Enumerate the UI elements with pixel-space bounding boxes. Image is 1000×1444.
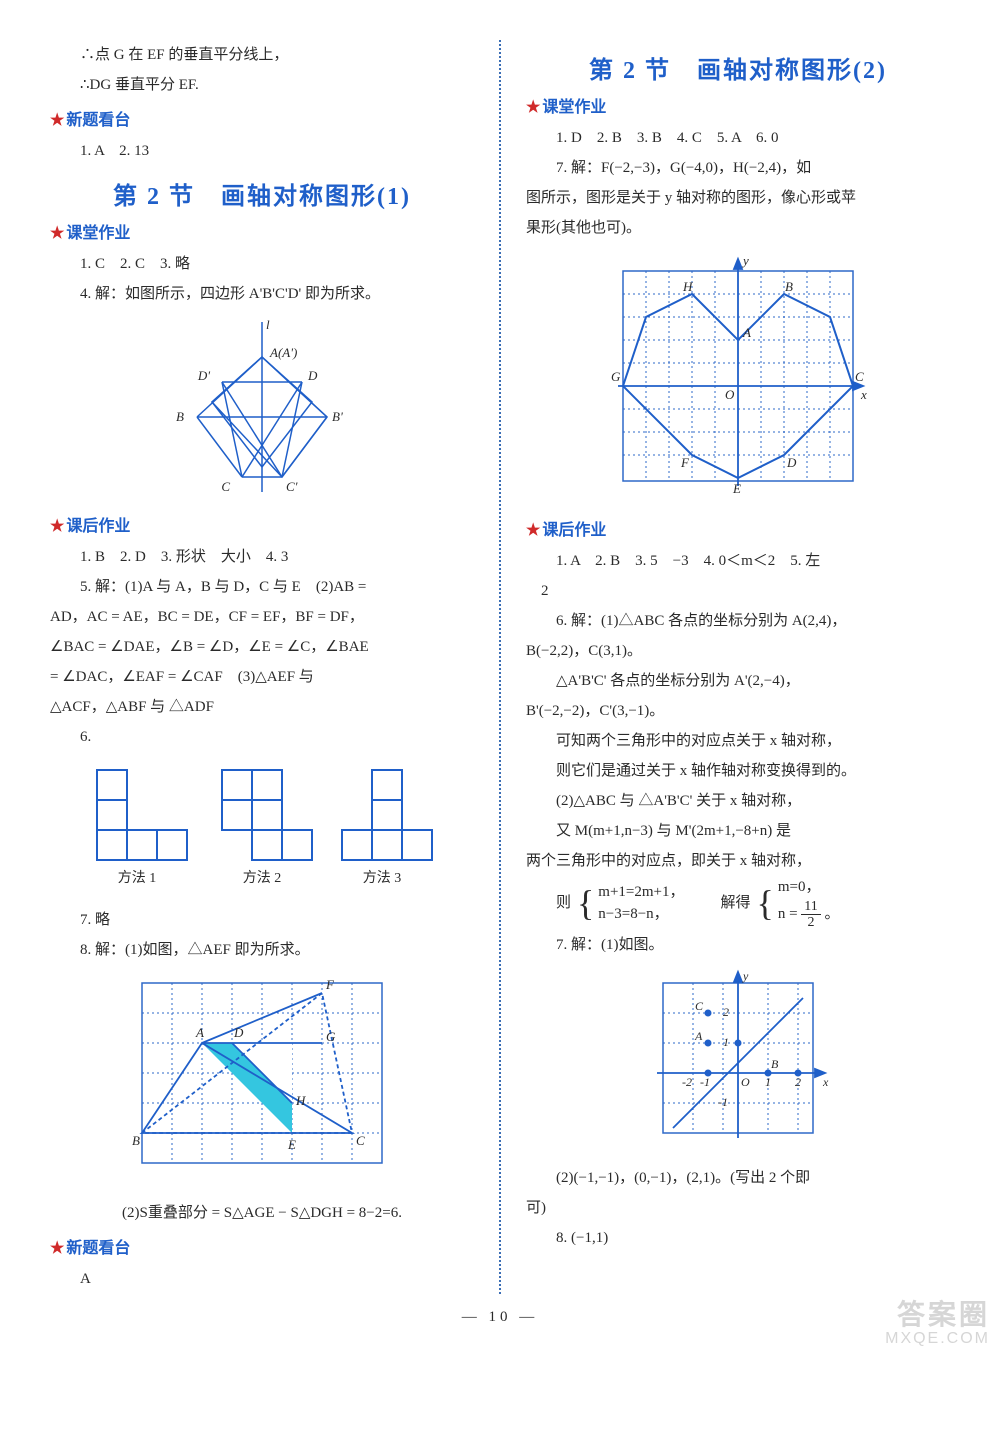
r-kh-6a: 6. 解：(1)△ABC 各点的坐标分别为 A(2,4)， — [526, 606, 950, 636]
figure-methods: 方法 1 方法 2 方法 3 — [50, 760, 474, 895]
svg-text:C: C — [221, 479, 230, 494]
right-column: 第 2 节 画轴对称图形(2) ★课堂作业 1. D 2. B 3. B 4. … — [526, 40, 950, 1294]
svg-text:G: G — [326, 1029, 336, 1044]
svg-text:方法 2: 方法 2 — [243, 870, 282, 886]
figure-rhombus: l A(A') D' D B B' C C' — [50, 317, 474, 502]
kt-ans-1: 1. C 2. C 3. 略 — [50, 249, 474, 279]
svg-text:A(A'): A(A') — [269, 345, 297, 360]
left-column: ∴点 G 在 EF 的垂直平分线上， ∴DG 垂直平分 EF. ★新题看台 1.… — [50, 40, 474, 1294]
svg-text:A: A — [195, 1025, 204, 1040]
svg-text:E: E — [732, 481, 741, 496]
section-title-2: 第 2 节 画轴对称图形(2) — [526, 50, 950, 85]
watermark: 答案圈 MXQE.COM — [885, 1300, 990, 1348]
svg-text:y: y — [742, 969, 749, 983]
kh-6-label: 6. — [50, 722, 474, 752]
r-kt-2b: 图所示，图形是关于 y 轴对称的图形，像心形或苹 — [526, 183, 950, 213]
r-kh-6g: (2)△ABC 与 △A'B'C' 关于 x 轴对称， — [526, 786, 950, 816]
svg-text:x: x — [822, 1075, 829, 1089]
svg-text:-1: -1 — [700, 1075, 710, 1089]
svg-text:A: A — [742, 325, 751, 340]
svg-text:O: O — [725, 387, 735, 402]
r-kt-2c: 果形(其他也可)。 — [526, 213, 950, 243]
r-kh-1: 1. A 2. B 3. 5 −3 4. 0＜m＜2 5. 左 — [526, 546, 950, 576]
svg-text:D: D — [307, 368, 318, 383]
svg-text:A: A — [694, 1029, 703, 1043]
header-ketang-1: ★课堂作业 — [50, 219, 474, 243]
r-kh-6f: 则它们是通过关于 x 轴作轴对称变换得到的。 — [526, 756, 950, 786]
kh-5b: AD，AC = AE，BC = DE，CF = EF，BF = DF， — [50, 602, 474, 632]
svg-text:E: E — [287, 1137, 296, 1152]
kh-8b: (2)S重叠部分 = S△AGE − S△DGH = 8−2=6. — [50, 1198, 474, 1228]
kh-5d: = ∠DAC，∠EAF = ∠CAF (3)△AEF 与 — [50, 662, 474, 692]
header-kehou-1: ★课后作业 — [50, 512, 474, 536]
kt-ans-2: 4. 解：如图所示，四边形 A'B'C'D' 即为所求。 — [50, 279, 474, 309]
svg-text:B: B — [132, 1133, 140, 1148]
header-xtkt-2: ★新题看台 — [50, 1234, 474, 1258]
svg-text:C: C — [356, 1133, 365, 1148]
svg-text:B: B — [771, 1057, 779, 1071]
page-number: — 10 — — [50, 1309, 950, 1326]
svg-text:方法 3: 方法 3 — [363, 870, 402, 886]
svg-text:C: C — [855, 369, 864, 384]
svg-text:C': C' — [286, 479, 298, 494]
svg-text:-2: -2 — [682, 1075, 692, 1089]
column-divider — [499, 40, 501, 1294]
kh-8a: 8. 解：(1)如图，△AEF 即为所求。 — [50, 935, 474, 965]
svg-text:D': D' — [197, 368, 210, 383]
svg-text:B': B' — [332, 409, 343, 424]
header-kehou-2: ★课后作业 — [526, 516, 950, 540]
r-kh-7c: 可) — [526, 1193, 950, 1223]
r-kh-6b: B(−2,2)，C(3,1)。 — [526, 636, 950, 666]
svg-text:x: x — [860, 387, 867, 402]
svg-text:2: 2 — [795, 1075, 801, 1089]
r-kh-7b: (2)(−1,−1)，(0,−1)，(2,1)。(写出 2 个即 — [526, 1163, 950, 1193]
r-kt-2a: 7. 解：F(−2,−3)，G(−4,0)，H(−2,4)，如 — [526, 153, 950, 183]
kh-5c: ∠BAC = ∠DAE，∠B = ∠D，∠E = ∠C，∠BAE — [50, 632, 474, 662]
xtkt-answers-1: 1. A 2. 13 — [50, 136, 474, 166]
kh-5a: 5. 解：(1)A 与 A，B 与 D，C 与 E (2)AB = — [50, 572, 474, 602]
svg-text:H: H — [682, 279, 693, 294]
kh-5e: △ACF，△ABF 与 △ADF — [50, 692, 474, 722]
r-kh-6e: 可知两个三角形中的对应点关于 x 轴对称， — [526, 726, 950, 756]
svg-text:y: y — [741, 253, 749, 268]
kh-1: 1. B 2. D 3. 形状 大小 4. 3 — [50, 542, 474, 572]
r-kh-6c: △A'B'C' 各点的坐标分别为 A'(2,−4)， — [526, 666, 950, 696]
r-kt-1: 1. D 2. B 3. B 4. C 5. A 6. 0 — [526, 123, 950, 153]
r-kh-6d: B'(−2,−2)，C'(3,−1)。 — [526, 696, 950, 726]
svg-text:O: O — [741, 1075, 750, 1089]
svg-text:G: G — [611, 369, 621, 384]
intro-line-1: ∴点 G 在 EF 的垂直平分线上， — [50, 40, 474, 70]
r-kh-6h: 又 M(m+1,n−3) 与 M'(2m+1,−8+n) 是 — [526, 816, 950, 846]
r-kh-8: 8. (−1,1) — [526, 1223, 950, 1253]
svg-text:-1: -1 — [718, 1095, 728, 1109]
svg-text:方法 1: 方法 1 — [118, 870, 157, 886]
svg-text:F: F — [325, 977, 335, 992]
r-kh-6i: 两个三角形中的对应点，即关于 x 轴对称， — [526, 846, 950, 876]
svg-text:1: 1 — [765, 1075, 771, 1089]
section-title-1: 第 2 节 画轴对称图形(1) — [50, 176, 474, 211]
svg-text:l: l — [266, 317, 270, 332]
xtkt2-a: A — [50, 1264, 474, 1294]
header-ketang-2: ★课堂作业 — [526, 93, 950, 117]
header-xintikantai-1: ★新题看台 — [50, 106, 474, 130]
svg-text:F: F — [680, 455, 690, 470]
r-kh-1b: 2 — [526, 576, 950, 606]
r-kh-7: 7. 解：(1)如图。 — [526, 930, 950, 960]
svg-text:C: C — [695, 999, 704, 1013]
svg-text:1: 1 — [723, 1035, 729, 1049]
svg-text:D: D — [233, 1025, 244, 1040]
svg-text:H: H — [295, 1093, 306, 1108]
figure-overlap: A B C D E F G H — [50, 973, 474, 1188]
svg-text:2: 2 — [723, 1005, 729, 1019]
svg-text:B: B — [176, 409, 184, 424]
figure-heart-grid: y x O H B A C G D F E — [526, 251, 950, 506]
intro-line-2: ∴DG 垂直平分 EF. — [50, 70, 474, 100]
figure-small-grid: y x O A B C -2 -1 1 2 1 2 -1 — [526, 968, 950, 1153]
svg-text:B: B — [785, 279, 793, 294]
svg-text:D: D — [786, 455, 797, 470]
r-kh-eq: 则 { m+1=2m+1， n−3=8−n， 解得 { m=0， n = 112… — [526, 876, 950, 930]
kh-7: 7. 略 — [50, 905, 474, 935]
